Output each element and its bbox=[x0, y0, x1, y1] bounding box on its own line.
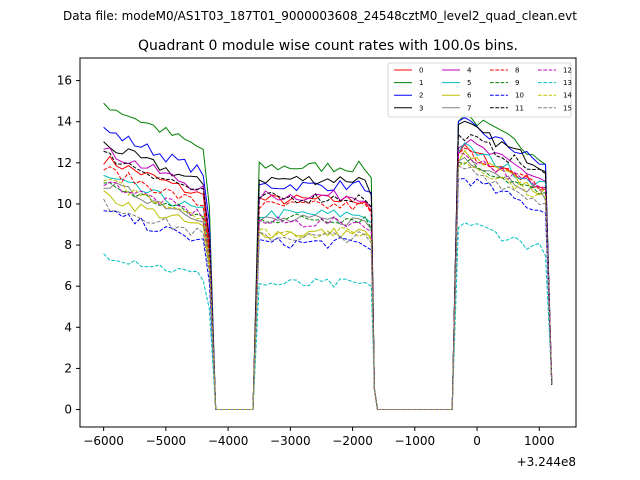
series-line-3 bbox=[103, 120, 553, 410]
series-line-7 bbox=[103, 156, 553, 410]
series-line-4 bbox=[103, 138, 553, 410]
figure-suptitle: Data file: modeM0/AS1T03_187T01_90000036… bbox=[63, 9, 577, 23]
legend-label-11: 11 bbox=[515, 104, 524, 112]
legend-label-13: 13 bbox=[563, 79, 572, 87]
y-tick-label: 4 bbox=[64, 320, 72, 334]
legend-label-0: 0 bbox=[419, 67, 423, 75]
series-line-10 bbox=[103, 177, 553, 410]
y-tick-label: 0 bbox=[64, 403, 72, 417]
legend-label-15: 15 bbox=[563, 104, 572, 112]
legend-label-14: 14 bbox=[563, 92, 572, 100]
x-tick-label: 0 bbox=[473, 434, 481, 448]
legend-label-7: 7 bbox=[467, 104, 471, 112]
chart-title: Quadrant 0 module wise count rates with … bbox=[138, 38, 518, 54]
legend-label-6: 6 bbox=[467, 92, 472, 100]
series-line-12 bbox=[103, 151, 553, 410]
legend-label-4: 4 bbox=[467, 67, 472, 75]
y-tick-label: 10 bbox=[57, 197, 72, 211]
y-tick-label: 14 bbox=[57, 115, 72, 129]
axes: −6000 −5000 −4000 −3000 −2000 −1000 0 1000+3.24… bbox=[57, 57, 577, 469]
x-tick-label: −6000 bbox=[83, 434, 124, 448]
legend-label-8: 8 bbox=[515, 67, 519, 75]
y-tick-label: 8 bbox=[64, 238, 72, 252]
y-tick-label: 6 bbox=[64, 279, 72, 293]
x-offset-label: +3.244e8 bbox=[517, 455, 576, 469]
series-line-6 bbox=[103, 149, 553, 410]
x-tick-label: −5000 bbox=[146, 434, 187, 448]
legend-label-1: 1 bbox=[419, 79, 423, 87]
axes-frame bbox=[79, 57, 577, 428]
series-line-2 bbox=[103, 116, 553, 410]
series-line-14 bbox=[103, 161, 553, 410]
series-line-9 bbox=[103, 157, 553, 410]
legend-label-12: 12 bbox=[563, 67, 572, 75]
legend-box bbox=[387, 62, 572, 118]
series-line-13 bbox=[103, 222, 553, 410]
x-tick-label: −3000 bbox=[270, 434, 311, 448]
series-line-11 bbox=[103, 133, 553, 410]
legend-label-9: 9 bbox=[515, 79, 519, 87]
y-tick-label: 16 bbox=[57, 74, 72, 88]
x-tick-label: −1000 bbox=[395, 434, 436, 448]
plot-area bbox=[103, 102, 553, 410]
series-line-5 bbox=[103, 142, 553, 410]
x-tick-label: −2000 bbox=[332, 434, 373, 448]
x-tick-label: −4000 bbox=[208, 434, 249, 448]
series-line-1 bbox=[103, 102, 553, 410]
legend-label-2: 2 bbox=[419, 92, 423, 100]
legend-label-3: 3 bbox=[419, 104, 423, 112]
y-tick-label: 12 bbox=[57, 156, 72, 170]
series-line-15 bbox=[103, 165, 553, 410]
x-tick-label: 1000 bbox=[524, 434, 555, 448]
y-tick-label: 2 bbox=[64, 361, 72, 375]
legend-label-5: 5 bbox=[467, 79, 471, 87]
legend-label-10: 10 bbox=[515, 92, 524, 100]
